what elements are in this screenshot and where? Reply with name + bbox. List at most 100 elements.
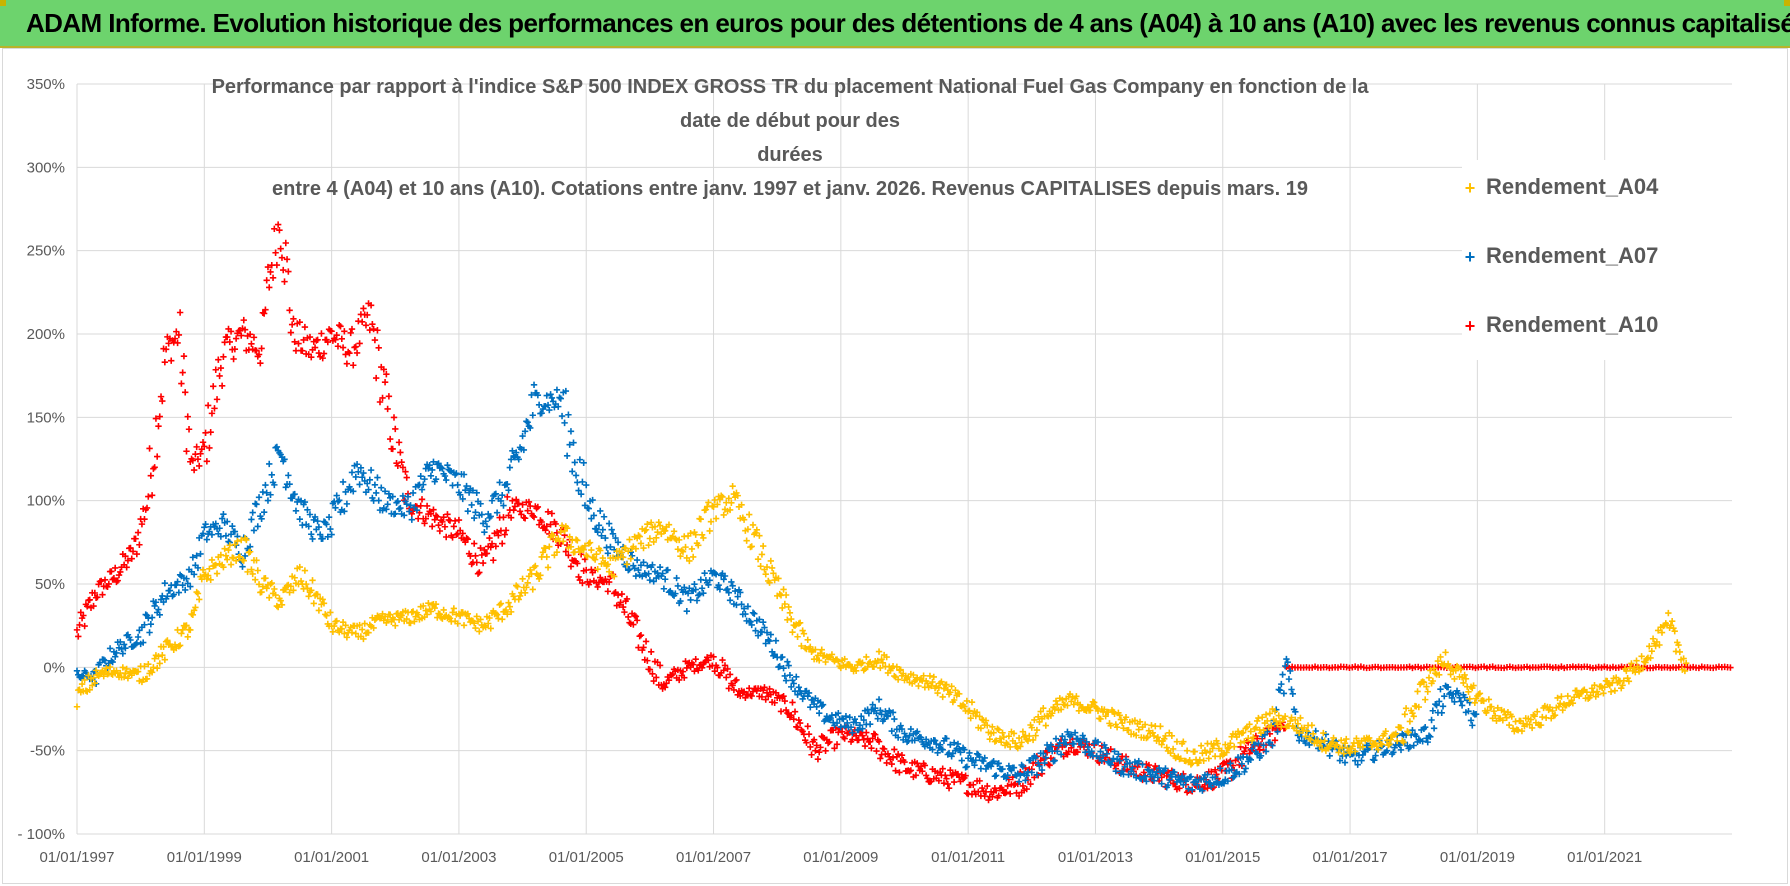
data-point (577, 490, 585, 498)
data-point (575, 487, 582, 494)
data-point (183, 448, 190, 455)
data-point (1032, 732, 1039, 739)
data-point (1383, 747, 1391, 754)
data-point (642, 638, 650, 645)
data-point (286, 481, 293, 488)
data-point (999, 786, 1006, 793)
data-point (1043, 749, 1051, 756)
data-point (295, 340, 302, 347)
data-point (353, 349, 361, 357)
data-point (1727, 664, 1734, 671)
data-point (649, 561, 656, 569)
data-point (338, 625, 345, 633)
data-point (1288, 686, 1295, 693)
data-point (1250, 734, 1257, 741)
data-point (1129, 764, 1136, 772)
data-point (520, 446, 528, 454)
data-point (782, 706, 790, 714)
data-point (712, 571, 720, 578)
data-point (394, 462, 402, 469)
data-point (695, 542, 702, 549)
data-point (353, 461, 361, 468)
data-point (538, 518, 545, 526)
data-point (183, 575, 190, 582)
data-point (225, 546, 232, 554)
data-point (1260, 742, 1267, 749)
data-point (795, 716, 803, 724)
data-point (145, 660, 152, 668)
data-point (1600, 690, 1607, 697)
data-point (1003, 789, 1010, 796)
data-point (724, 585, 731, 593)
data-point (203, 536, 211, 543)
data-point (729, 682, 736, 689)
data-point (493, 528, 501, 536)
data-point (1526, 721, 1533, 728)
data-point (1292, 716, 1299, 724)
data-point (386, 435, 394, 443)
data-point (992, 772, 1000, 779)
data-point (1115, 750, 1122, 758)
data-point (567, 543, 575, 551)
data-point (1210, 741, 1218, 749)
data-point (807, 743, 814, 751)
data-point (1214, 778, 1221, 785)
data-point (267, 580, 274, 588)
data-point (1488, 703, 1495, 710)
data-point (631, 565, 638, 572)
data-point (465, 489, 473, 496)
data-point (266, 284, 273, 291)
data-point (954, 740, 962, 748)
data-point (453, 531, 460, 538)
data-point (1308, 722, 1316, 729)
data-point (1122, 756, 1130, 763)
data-point (258, 345, 265, 352)
data-point (637, 632, 645, 639)
data-point (281, 278, 288, 285)
data-point (734, 492, 741, 499)
data-point (1136, 718, 1144, 725)
data-point (240, 316, 247, 324)
y-tick-label: 300% (27, 159, 65, 176)
data-point (967, 714, 974, 722)
data-point (94, 593, 101, 601)
data-point (1439, 703, 1447, 710)
data-point (1367, 737, 1374, 744)
data-point (1141, 773, 1149, 780)
data-point (122, 644, 129, 652)
data-point (1042, 722, 1050, 729)
data-point (1209, 784, 1216, 792)
data-point (436, 611, 444, 618)
data-point (1208, 768, 1215, 775)
data-point (529, 412, 536, 419)
data-point (1107, 746, 1114, 753)
data-point (565, 411, 572, 418)
data-point (360, 469, 367, 477)
data-point (922, 736, 930, 743)
data-point (719, 493, 726, 501)
data-point (203, 575, 211, 583)
data-point (323, 521, 330, 528)
data-point (264, 263, 272, 271)
data-point (1246, 755, 1253, 762)
data-point (873, 709, 880, 717)
data-point (996, 735, 1004, 742)
data-point (989, 723, 996, 730)
data-point (1163, 744, 1170, 751)
data-point (556, 394, 563, 401)
data-point (409, 489, 417, 497)
data-point (524, 507, 531, 514)
data-point (1624, 675, 1631, 682)
data-point (471, 514, 478, 522)
data-point (994, 725, 1001, 732)
data-point (371, 481, 379, 489)
data-point (1133, 732, 1140, 739)
data-point (320, 350, 328, 357)
data-point (626, 619, 633, 626)
data-point (319, 535, 326, 542)
data-point (689, 661, 697, 668)
data-point (296, 515, 303, 523)
data-point (1321, 737, 1328, 744)
data-point (208, 531, 216, 538)
data-point (748, 621, 755, 629)
